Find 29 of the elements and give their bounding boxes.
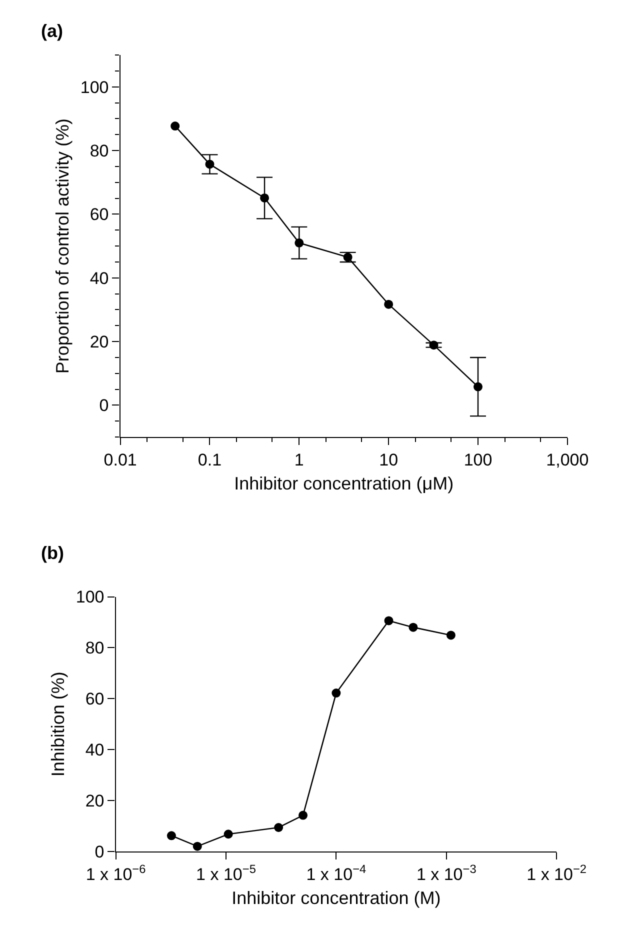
- y-tick-label: 20: [85, 791, 104, 810]
- y-tick-label: 60: [90, 205, 109, 224]
- x-tick-label: 1 x 10$^{−2}$: [526, 862, 587, 884]
- y-tick-label: 100: [80, 78, 109, 97]
- chart-title: (b): [41, 543, 64, 563]
- y-tick-label: 0: [94, 842, 104, 862]
- y-tick-label: 40: [85, 740, 104, 760]
- y-tick-label: 80: [85, 638, 104, 658]
- y-tick-label: 0: [99, 396, 109, 416]
- x-tick-label: 1 x 10$^{−3}$: [416, 862, 477, 884]
- y-tick-label: 20: [90, 332, 109, 352]
- x-tick-label: 1 x 10$^{−4}$: [306, 862, 367, 884]
- y-tick-label: 40: [90, 268, 109, 288]
- x-tick-label: 0.1: [198, 450, 222, 470]
- x-tick-label: 1: [294, 450, 304, 470]
- x-tick-label: 100: [464, 450, 492, 470]
- x-tick-label: 1 x 10$^{−6}$: [86, 862, 146, 884]
- x-tick-label: 0.01: [104, 450, 137, 470]
- y-axis-title: Proportion of control activity (%): [52, 118, 73, 374]
- chart-title: (a): [41, 21, 64, 41]
- x-axis-title: Inhibitor concentration (M): [232, 888, 441, 908]
- x-tick-label: 10: [379, 450, 398, 470]
- x-tick-label: 1 x 10$^{−5}$: [196, 862, 256, 884]
- y-tick-label: 60: [85, 690, 104, 709]
- y-axis-title: Inhibition (%): [48, 672, 68, 777]
- x-tick-label: 1,000: [546, 450, 589, 470]
- y-tick-label: 100: [76, 588, 104, 607]
- y-tick-label: 80: [90, 142, 109, 160]
- x-axis-title: Inhibitor concentration (μM): [234, 474, 454, 494]
